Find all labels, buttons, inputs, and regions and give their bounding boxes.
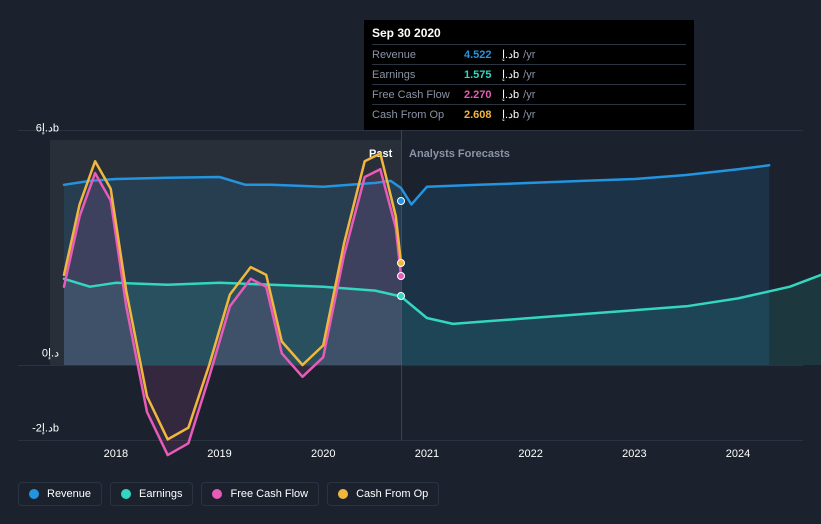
tooltip-row-unit: د.إb — [502, 68, 519, 81]
legend-swatch — [29, 489, 39, 499]
legend-item-revenue[interactable]: Revenue — [18, 482, 102, 506]
legend-swatch — [338, 489, 348, 499]
tooltip-row-value: 1.575 — [464, 69, 502, 81]
series-marker-revenue — [397, 197, 405, 205]
tooltip-row-value: 4.522 — [464, 49, 502, 61]
chart-tooltip: Sep 30 2020 Revenue4.522د.إb/yrEarnings1… — [364, 20, 694, 130]
legend-label: Free Cash Flow — [230, 488, 308, 500]
tooltip-row-unit: د.إb — [502, 108, 519, 121]
x-tick-label: 2023 — [622, 448, 646, 460]
x-tick-label: 2020 — [311, 448, 335, 460]
series-marker-cash_from_op — [397, 259, 405, 267]
x-tick-label: 2022 — [518, 448, 542, 460]
x-tick-label: 2024 — [726, 448, 750, 460]
x-tick-label: 2021 — [415, 448, 439, 460]
series-marker-earnings — [397, 292, 405, 300]
tooltip-row-value: 2.608 — [464, 109, 502, 121]
x-tick-label: 2019 — [207, 448, 231, 460]
tooltip-row-value: 2.270 — [464, 89, 502, 101]
tooltip-row: Revenue4.522د.إb/yr — [372, 44, 686, 64]
tooltip-row-label: Earnings — [372, 69, 464, 81]
tooltip-date: Sep 30 2020 — [372, 26, 686, 44]
legend-item-cash_from_op[interactable]: Cash From Op — [327, 482, 439, 506]
legend-item-free_cash_flow[interactable]: Free Cash Flow — [201, 482, 319, 506]
x-tick-label: 2018 — [104, 448, 128, 460]
tooltip-row-suffix: /yr — [523, 89, 535, 101]
tooltip-row-suffix: /yr — [523, 69, 535, 81]
tooltip-row-label: Cash From Op — [372, 109, 464, 121]
tooltip-row-label: Free Cash Flow — [372, 89, 464, 101]
tooltip-row-unit: د.إb — [502, 48, 519, 61]
tooltip-row-suffix: /yr — [523, 109, 535, 121]
tooltip-row-suffix: /yr — [523, 49, 535, 61]
tooltip-row: Free Cash Flow2.270د.إb/yr — [372, 84, 686, 104]
series-marker-free_cash_flow — [397, 272, 405, 280]
tooltip-row-label: Revenue — [372, 49, 464, 61]
legend-label: Cash From Op — [356, 488, 428, 500]
tooltip-row: Earnings1.575د.إb/yr — [372, 64, 686, 84]
chart-legend: Revenue Earnings Free Cash Flow Cash From O… — [18, 482, 439, 506]
legend-swatch — [212, 489, 222, 499]
legend-item-earnings[interactable]: Earnings — [110, 482, 193, 506]
legend-label: Earnings — [139, 488, 182, 500]
legend-label: Revenue — [47, 488, 91, 500]
financials-chart: 6د.إb 0د.إ -2د.إb Past Analysts Forecast… — [18, 0, 821, 524]
legend-swatch — [121, 489, 131, 499]
tooltip-row-unit: د.إb — [502, 88, 519, 101]
tooltip-row: Cash From Op2.608د.إb/yr — [372, 104, 686, 124]
